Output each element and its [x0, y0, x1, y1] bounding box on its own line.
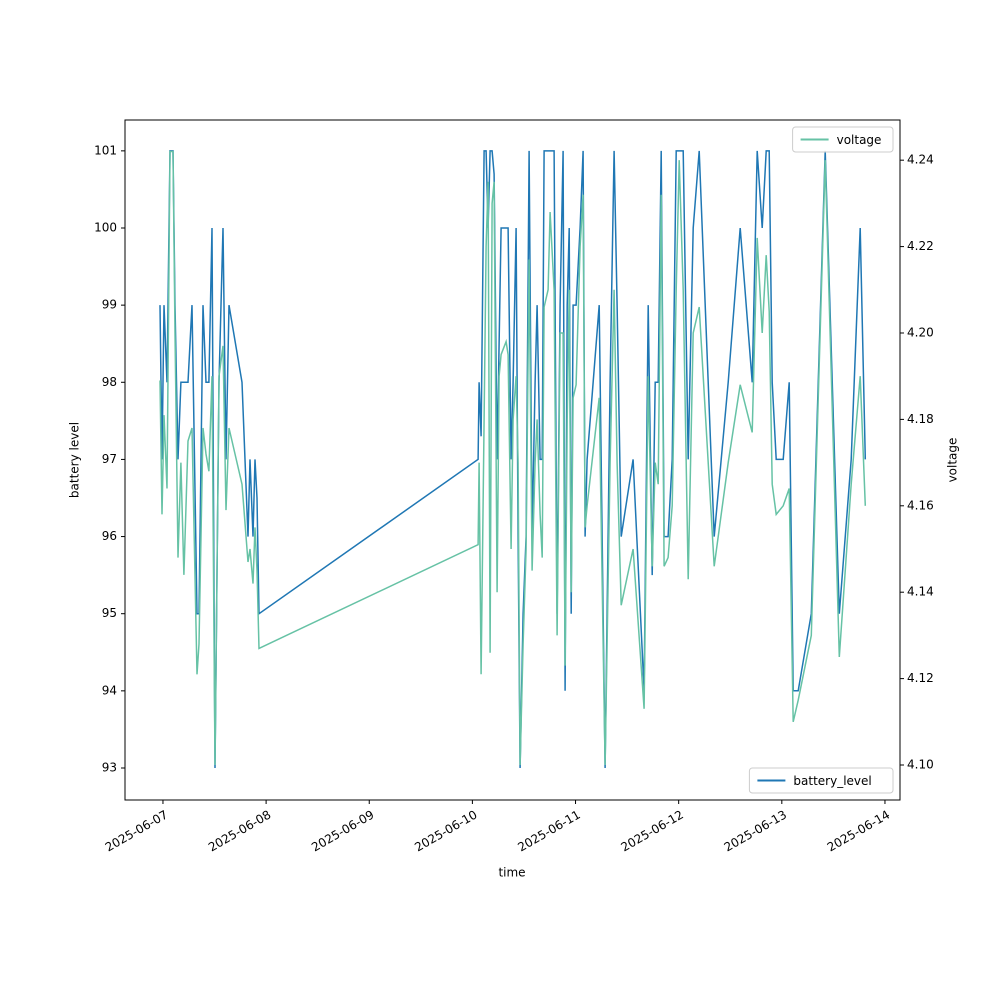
legend-box: [748, 767, 894, 794]
x-tick-label: 2025-06-10: [412, 808, 479, 855]
y2-tick-label: 4.10: [907, 758, 934, 772]
legend: battery_level: [748, 767, 894, 794]
x-tick-label: 2025-06-09: [309, 808, 376, 855]
series-line: [159, 150, 867, 766]
x-tick-label: 2025-06-12: [619, 808, 686, 855]
y-tick-label: 97: [102, 452, 117, 466]
y-tick-label: 98: [102, 375, 117, 389]
y2-tick-label: 4.20: [907, 325, 934, 339]
y2-tick-label: 4.12: [907, 671, 934, 685]
legend-box: [792, 126, 894, 153]
legend-label: voltage: [837, 133, 882, 147]
y-tick-label: 95: [102, 606, 117, 620]
x-tick-label: 2025-06-07: [103, 808, 170, 855]
y2-tick-label: 4.16: [907, 498, 934, 512]
plot-frame: [124, 119, 901, 801]
y-tick-label: 96: [102, 529, 117, 543]
legend-label: battery_level: [793, 774, 871, 788]
x-tick-label: 2025-06-14: [825, 808, 892, 855]
y-tick-label: 100: [94, 220, 117, 234]
y2-axis-label: voltage: [946, 438, 960, 483]
series-line: [159, 150, 867, 769]
y-tick-label: 99: [102, 298, 117, 312]
x-axis-label: time: [498, 866, 525, 880]
legend: voltage: [792, 126, 894, 153]
y-tick-label: 93: [102, 760, 117, 774]
y2-tick-label: 4.18: [907, 412, 934, 426]
y2-tick-label: 4.22: [907, 239, 934, 253]
y-tick-label: 101: [94, 143, 117, 157]
y2-tick-label: 4.24: [907, 153, 934, 167]
x-tick-label: 2025-06-08: [206, 808, 273, 855]
y-tick-label: 94: [102, 683, 117, 697]
y2-tick-label: 4.14: [907, 585, 934, 599]
x-tick-label: 2025-06-13: [722, 808, 789, 855]
y-axis-label: battery level: [68, 422, 82, 498]
x-tick-label: 2025-06-11: [515, 808, 582, 855]
